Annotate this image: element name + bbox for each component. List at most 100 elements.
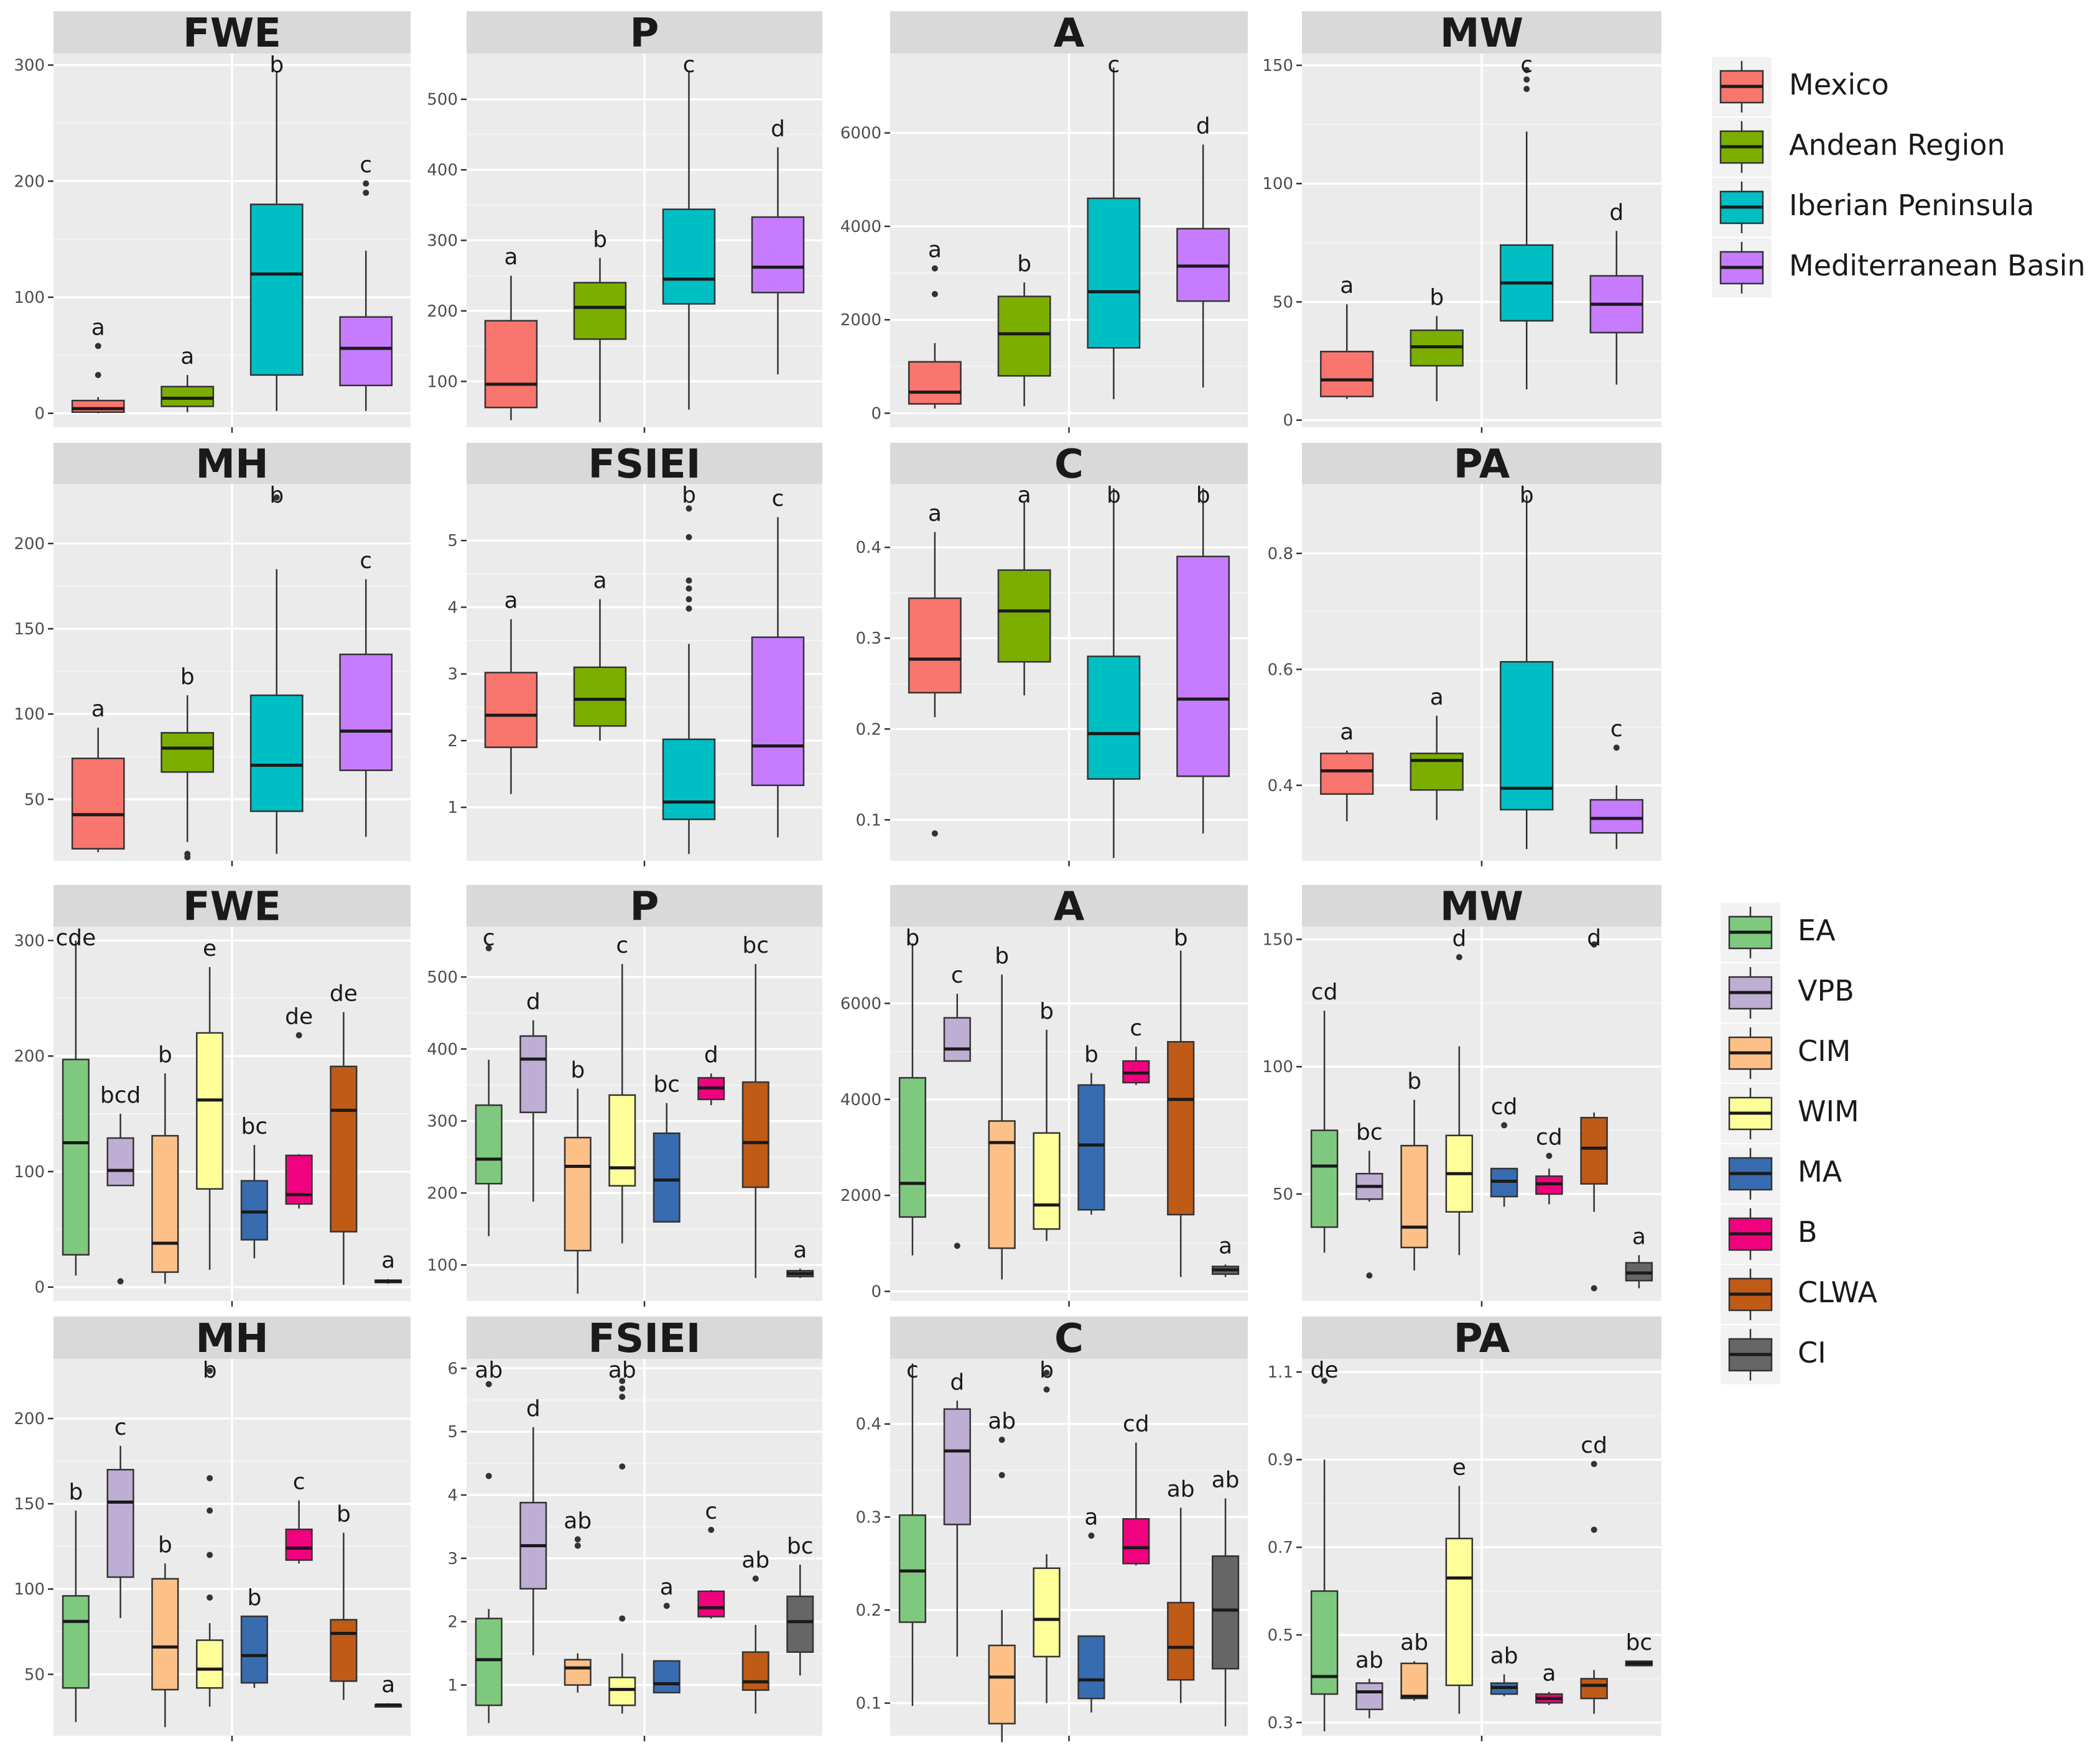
box-ea: cde xyxy=(55,925,96,1276)
y-tick-label: 150 xyxy=(1262,930,1293,949)
significance-letter: a xyxy=(180,344,194,369)
box-body xyxy=(898,1514,927,1623)
y-tick-label: 0.6 xyxy=(1268,660,1293,679)
box-body xyxy=(1580,1116,1608,1185)
box-b: c xyxy=(1122,1016,1150,1085)
outlier-point xyxy=(1523,86,1530,93)
box-vpb: bc xyxy=(1355,1119,1383,1279)
significance-letter: d xyxy=(1452,926,1466,951)
significance-letter: d xyxy=(526,989,541,1015)
box-iberian-peninsula: c xyxy=(1500,52,1554,390)
box-andean-region: a xyxy=(160,344,215,412)
panel-title: P xyxy=(630,884,659,930)
box-body xyxy=(1400,1662,1428,1700)
significance-letter: a xyxy=(1632,1224,1646,1249)
significance-letter: bc xyxy=(787,1534,814,1559)
significance-letter: c xyxy=(951,963,964,988)
significance-letter: c xyxy=(772,486,784,512)
legend-item-andean-region: Andean Region xyxy=(1712,118,2005,177)
legend-label: CIM xyxy=(1798,1034,1851,1068)
box-wim: e xyxy=(1445,1455,1474,1714)
box-body xyxy=(1310,1590,1339,1695)
panel-title: C xyxy=(1054,442,1084,488)
legend-label: WIM xyxy=(1798,1095,1859,1128)
significance-letter: de xyxy=(330,981,358,1006)
box-body xyxy=(1077,1635,1105,1700)
box-mediterranean-basin: d xyxy=(1589,200,1643,385)
box-b: c xyxy=(697,1499,725,1619)
box-cim: ab xyxy=(564,1508,592,1693)
y-tick-label: 200 xyxy=(14,535,45,553)
significance-letter: c xyxy=(1520,52,1533,78)
significance-letter: b xyxy=(247,1585,261,1611)
significance-letter: b xyxy=(1017,251,1031,277)
box-body xyxy=(196,1032,224,1190)
outlier-point xyxy=(685,605,692,612)
box-body xyxy=(751,216,805,294)
y-tick-label: 100 xyxy=(14,1163,45,1182)
outlier-point xyxy=(574,1542,581,1549)
box-clwa: b xyxy=(330,1502,358,1700)
box-mediterranean-basin: c xyxy=(751,486,805,838)
box-body xyxy=(160,386,215,407)
y-tick-label: 0.5 xyxy=(1268,1626,1293,1645)
y-tick-label: 0.4 xyxy=(1268,777,1293,795)
significance-letter: d xyxy=(704,1042,718,1068)
outlier-point xyxy=(485,1381,492,1387)
panel-title: P xyxy=(630,11,659,57)
outlier-point xyxy=(207,1507,213,1514)
outlier-point xyxy=(207,1368,213,1374)
y-tick-label: 200 xyxy=(14,1410,45,1428)
outlier-point xyxy=(1043,1369,1050,1376)
significance-letter: a xyxy=(91,315,105,340)
significance-letter: a xyxy=(1018,483,1031,508)
significance-letter: b xyxy=(68,1479,83,1505)
panel-title: MH xyxy=(195,442,268,488)
significance-letter: a xyxy=(928,501,942,526)
y-tick-label: 2 xyxy=(447,732,458,751)
y-tick-label: 4 xyxy=(447,1486,458,1505)
box-ea: cd xyxy=(1310,979,1339,1253)
panel-region-fwe-1: FWE 0 100 200 300 a a b c xyxy=(14,11,411,433)
box-body xyxy=(484,672,538,748)
y-tick-label: 100 xyxy=(14,705,45,724)
outlier-point xyxy=(685,596,692,603)
box-body xyxy=(908,597,962,694)
box-body xyxy=(71,757,125,850)
strip-background xyxy=(467,11,822,53)
box-body xyxy=(1211,1555,1240,1670)
significance-letter: c xyxy=(483,925,495,951)
strip-background xyxy=(467,885,822,927)
y-tick-label: 1 xyxy=(447,1677,458,1695)
y-tick-label: 200 xyxy=(427,1184,458,1203)
box-vpb: bcd xyxy=(100,1083,141,1285)
outlier-point xyxy=(117,1278,124,1285)
box-ea: c xyxy=(475,925,503,1236)
outlier-point xyxy=(1546,1152,1553,1159)
box-clwa: ab xyxy=(1167,1476,1195,1703)
strip-background xyxy=(467,443,822,484)
y-tick-label: 0.2 xyxy=(856,1601,881,1620)
y-tick-label: 4 xyxy=(447,598,458,617)
box-body xyxy=(330,1065,358,1233)
outlier-point xyxy=(685,577,692,584)
panel-title: A xyxy=(1054,884,1085,930)
box-mediterranean-basin: d xyxy=(1176,113,1230,388)
box-body xyxy=(662,208,716,305)
panel-region-p-1: P 100 200 300 400 500 a b c d xyxy=(427,11,822,433)
box-body xyxy=(71,399,125,413)
box-wim: ab xyxy=(608,1358,636,1714)
y-tick-label: 0.1 xyxy=(856,1695,881,1713)
significance-letter: c xyxy=(360,152,372,178)
box-body xyxy=(240,1180,268,1241)
y-tick-label: 150 xyxy=(1262,57,1293,75)
significance-letter: b xyxy=(995,943,1009,969)
box-body xyxy=(160,732,215,773)
y-tick-label: 0 xyxy=(871,404,881,423)
y-tick-label: 0.8 xyxy=(1268,545,1293,563)
significance-letter: d xyxy=(526,1396,541,1422)
significance-letter: a xyxy=(1219,1233,1232,1259)
box-mexico: a xyxy=(908,501,962,837)
